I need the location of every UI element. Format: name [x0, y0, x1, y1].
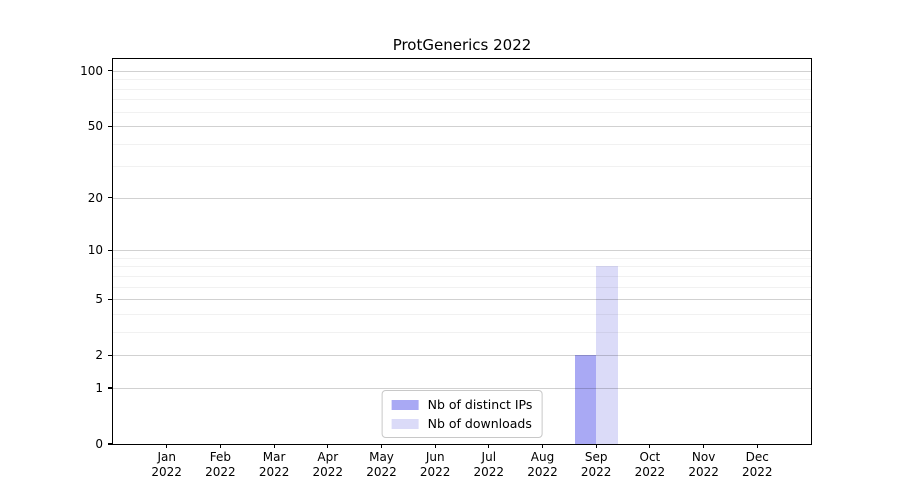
- gridline-major: [113, 197, 811, 199]
- x-tick-mark: [380, 444, 383, 448]
- y-tick-label: 2: [95, 348, 103, 363]
- gridline-major: [113, 250, 811, 252]
- x-tick-label-jul: Jul 2022: [473, 450, 505, 479]
- x-tick-label-feb: Feb 2022: [205, 450, 236, 479]
- y-tick-label: 20: [87, 190, 103, 205]
- x-tick-mark: [541, 444, 544, 448]
- gridline-minor: [113, 143, 811, 145]
- y-tick-label: 100: [80, 63, 103, 78]
- x-tick-label-may: May 2022: [366, 450, 397, 479]
- legend-row: Nb of downloads: [391, 416, 533, 431]
- plot-border: [112, 58, 812, 445]
- x-tick-mark: [595, 444, 597, 448]
- x-tick-mark: [273, 444, 275, 448]
- x-tick-mark: [327, 444, 329, 448]
- gridline-minor: [113, 111, 811, 113]
- gridline-major: [113, 355, 811, 357]
- y-tick-mark: [108, 249, 113, 251]
- gridline-minor: [113, 257, 811, 259]
- x-tick-label-jan: Jan 2022: [151, 450, 182, 479]
- y-tick-mark: [108, 197, 113, 199]
- x-tick-label-nov: Nov 2022: [688, 450, 719, 479]
- y-tick-mark: [108, 387, 113, 389]
- gridline-minor: [113, 266, 811, 268]
- y-tick-mark: [108, 443, 113, 445]
- x-tick-label-dec: Dec 2022: [742, 450, 773, 479]
- gridline-major: [113, 126, 811, 128]
- legend-swatch: [391, 399, 419, 410]
- y-tick-mark: [108, 125, 113, 127]
- x-tick-label-jun: Jun 2022: [419, 450, 451, 479]
- legend-row: Nb of distinct IPs: [391, 397, 533, 412]
- gridline-minor: [113, 313, 811, 315]
- gridline-minor: [113, 99, 811, 101]
- gridline-minor: [113, 88, 811, 90]
- legend-swatch: [391, 418, 419, 429]
- bar-nb-of-downloads-sep: [596, 266, 618, 444]
- gridline-major: [113, 70, 811, 72]
- x-tick-mark: [166, 444, 168, 448]
- x-tick-label-mar: Mar 2022: [258, 450, 290, 479]
- gridline-minor: [113, 286, 811, 288]
- legend-label: Nb of downloads: [427, 416, 532, 431]
- x-tick-label-sep: Sep 2022: [580, 450, 612, 479]
- x-tick-mark: [488, 444, 490, 448]
- legend: Nb of distinct IPs Nb of downloads: [381, 390, 543, 438]
- x-tick-label-aug: Aug 2022: [527, 450, 558, 479]
- y-tick-label: 1: [95, 381, 103, 395]
- gridline-minor: [113, 331, 811, 333]
- y-tick-label: 10: [87, 243, 103, 258]
- bar-nb-of-distinct-ips-sep: [574, 355, 597, 444]
- y-tick-mark: [108, 298, 113, 300]
- x-tick-mark: [703, 444, 705, 448]
- y-tick-label: 0: [95, 437, 103, 451]
- x-tick-mark: [219, 444, 221, 448]
- y-tick-label: 50: [87, 119, 103, 134]
- legend-label: Nb of distinct IPs: [427, 397, 533, 412]
- y-tick-label: 5: [95, 292, 103, 307]
- x-tick-mark: [649, 444, 651, 448]
- gridline-major: [113, 388, 811, 389]
- chart-title: ProtGenerics 2022: [392, 36, 532, 54]
- x-tick-label-oct: Oct 2022: [634, 450, 666, 479]
- x-tick-mark: [434, 444, 436, 448]
- gridline-minor: [113, 79, 811, 81]
- y-tick-mark: [108, 70, 113, 72]
- gridline-major: [113, 299, 811, 301]
- x-tick-label-apr: Apr 2022: [312, 450, 344, 479]
- gridline-minor: [113, 275, 811, 277]
- gridline-minor: [113, 166, 811, 168]
- y-tick-mark: [108, 354, 113, 356]
- plot-area: Nb of distinct IPs Nb of downloads: [112, 58, 812, 445]
- x-tick-mark: [756, 444, 758, 448]
